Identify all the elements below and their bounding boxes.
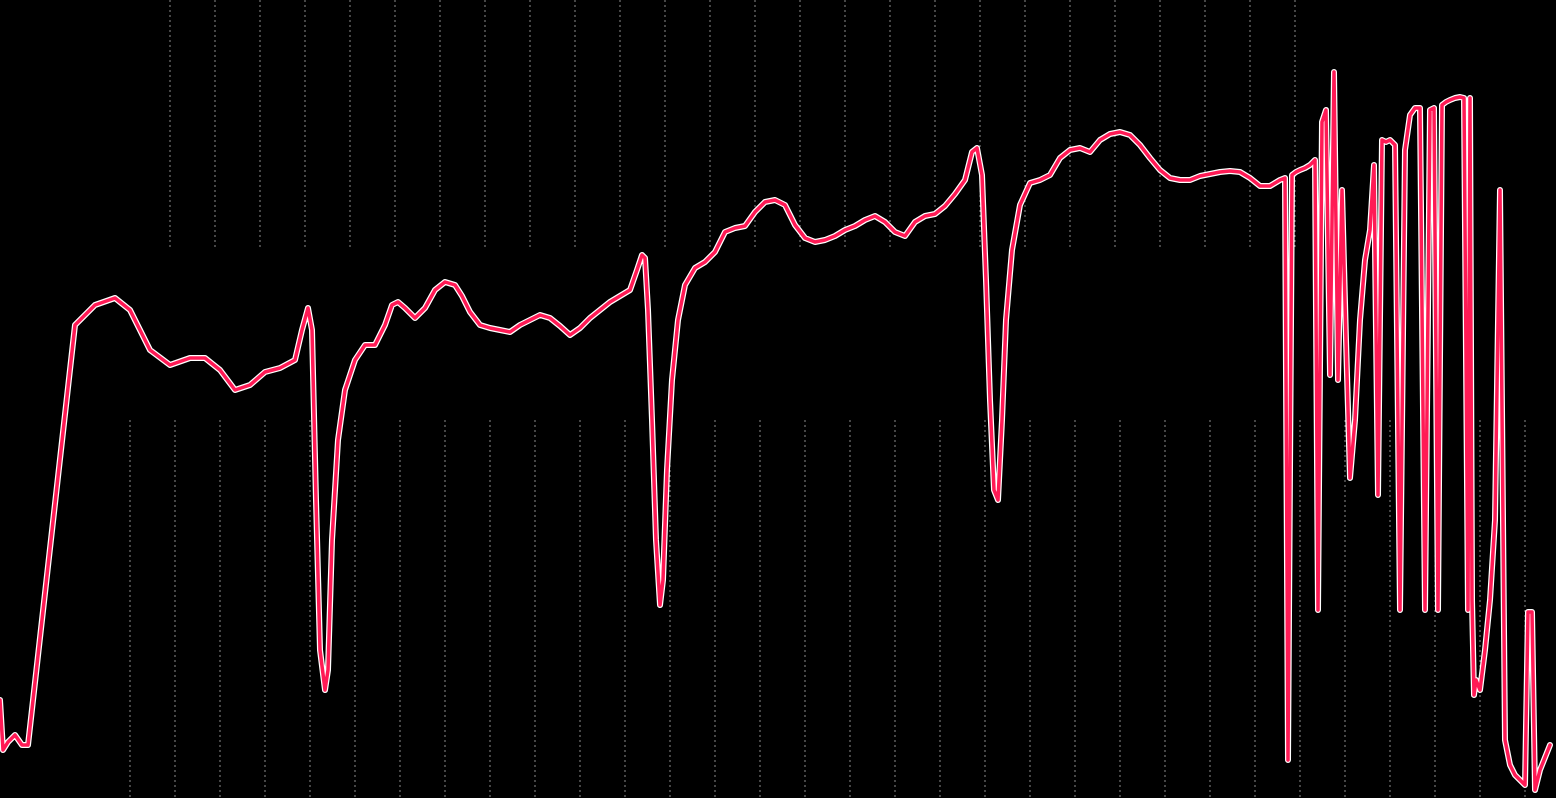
series-line (0, 70, 1552, 792)
series-group (0, 69, 1553, 793)
